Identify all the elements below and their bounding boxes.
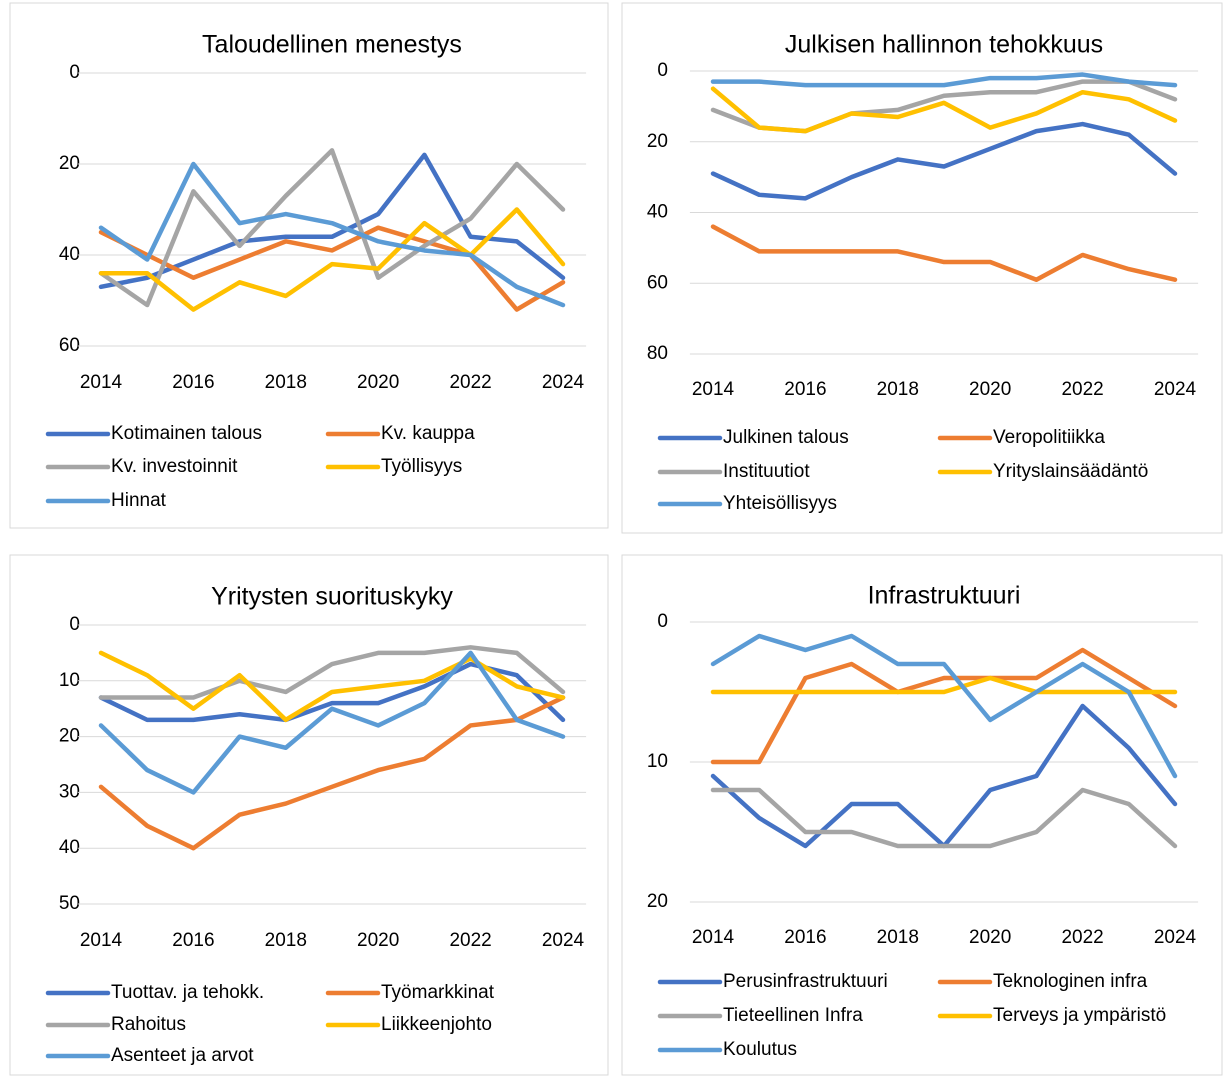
x-tick-label: 2020	[969, 927, 1011, 948]
chart-title: Julkisen hallinnon tehokkuus	[785, 31, 1103, 59]
y-tick-label: 30	[59, 781, 80, 802]
x-tick-label: 2016	[172, 930, 214, 951]
x-tick-label: 2016	[784, 927, 826, 948]
legend-label: Yrityslainsäädäntö	[993, 461, 1148, 482]
legend-label: Työllisyys	[381, 456, 462, 477]
series-line	[710, 675, 1178, 695]
y-tick-label: 10	[647, 751, 668, 772]
legend-label: Hinnat	[111, 490, 167, 511]
series-line	[710, 647, 1178, 765]
legend-label: Asenteet ja arvot	[111, 1045, 254, 1066]
legend-label: Julkinen talous	[723, 427, 849, 448]
series-line	[710, 86, 1178, 134]
x-tick-label: 2024	[542, 930, 585, 951]
y-tick-label: 80	[647, 343, 668, 364]
y-tick-label: 20	[59, 153, 80, 174]
legend-label: Kv. investoinnit	[111, 456, 238, 477]
legend-label: Tieteellinen Infra	[723, 1005, 863, 1026]
legend-label: Kv. kauppa	[381, 423, 475, 444]
x-tick-label: 2022	[1061, 379, 1103, 400]
x-tick-label: 2024	[542, 372, 585, 393]
series-line	[98, 650, 566, 723]
y-tick-label: 0	[657, 611, 668, 632]
series-line	[98, 161, 566, 308]
y-tick-label: 60	[647, 272, 668, 293]
legend-label: Yhteisöllisyys	[723, 493, 837, 514]
x-tick-label: 2014	[692, 927, 735, 948]
chart-title: Taloudellinen menestys	[202, 31, 462, 59]
legend-label: Työmarkkinat	[381, 982, 495, 1003]
x-tick-label: 2022	[1061, 927, 1103, 948]
series-line	[98, 650, 566, 795]
y-tick-label: 10	[59, 670, 80, 691]
series-line	[98, 225, 566, 312]
legend-label: Veropolitiikka	[993, 427, 1105, 448]
legend-label: Perusinfrastruktuuri	[723, 971, 888, 992]
y-tick-label: 0	[657, 60, 668, 81]
y-tick-label: 0	[69, 62, 80, 83]
y-tick-label: 40	[647, 202, 668, 223]
series-line	[98, 695, 566, 851]
x-tick-label: 2016	[172, 372, 214, 393]
legend-label: Kotimainen talous	[111, 423, 262, 444]
series-line	[710, 72, 1178, 88]
series-line	[710, 224, 1178, 282]
x-tick-label: 2018	[877, 927, 919, 948]
x-tick-label: 2014	[692, 379, 735, 400]
x-tick-label: 2016	[784, 379, 826, 400]
x-tick-label: 2022	[449, 930, 491, 951]
y-tick-label: 50	[59, 893, 80, 914]
y-tick-label: 20	[647, 891, 668, 912]
series-line	[98, 148, 566, 308]
legend-label: Koulutus	[723, 1039, 797, 1060]
x-tick-label: 2020	[357, 930, 399, 951]
legend-label: Rahoitus	[111, 1014, 186, 1035]
legend-label: Terveys ja ympäristö	[993, 1005, 1166, 1026]
x-tick-label: 2014	[80, 930, 123, 951]
chart-title: Infrastruktuuri	[868, 582, 1021, 610]
x-tick-label: 2024	[1154, 379, 1197, 400]
panel	[621, 554, 1223, 1076]
series-line	[710, 633, 1178, 779]
y-tick-label: 40	[59, 837, 80, 858]
series-line	[710, 787, 1178, 849]
x-tick-label: 2018	[265, 930, 307, 951]
x-tick-label: 2024	[1154, 927, 1197, 948]
y-tick-label: 20	[647, 131, 668, 152]
x-tick-label: 2020	[969, 379, 1011, 400]
x-tick-label: 2018	[265, 372, 307, 393]
series-line	[98, 207, 566, 312]
y-tick-label: 0	[69, 614, 80, 635]
legend-label: Liikkeenjohto	[381, 1014, 492, 1035]
y-tick-label: 40	[59, 244, 80, 265]
x-tick-label: 2014	[80, 372, 123, 393]
y-tick-label: 60	[59, 335, 80, 356]
legend-label: Instituutiot	[723, 461, 810, 482]
chart-title: Yritysten suorituskyky	[211, 583, 453, 611]
panel	[9, 2, 609, 529]
panel	[9, 554, 609, 1076]
y-tick-label: 20	[59, 726, 80, 747]
legend-label: Tuottav. ja tehokk.	[111, 982, 264, 1003]
legend-label: Teknologinen infra	[993, 971, 1148, 992]
series-line	[710, 121, 1178, 201]
x-tick-label: 2020	[357, 372, 399, 393]
x-tick-label: 2022	[449, 372, 491, 393]
x-tick-label: 2018	[877, 379, 919, 400]
